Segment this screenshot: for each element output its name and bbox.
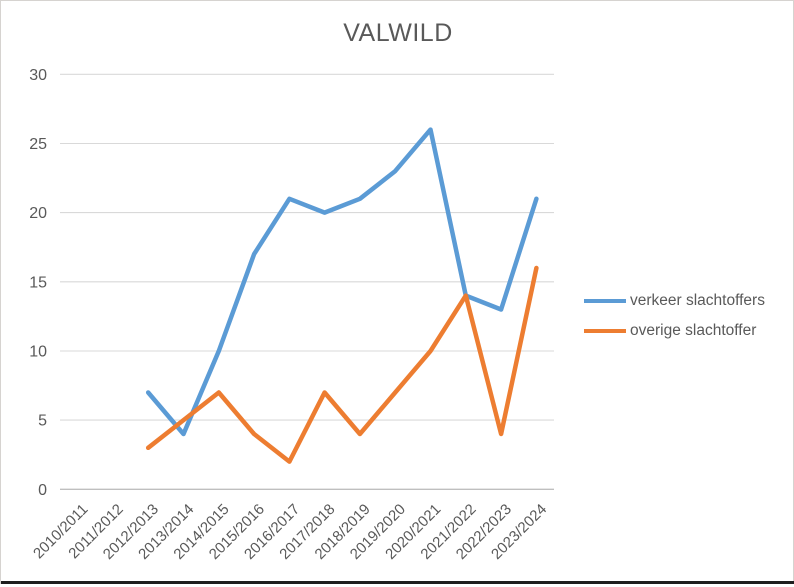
legend-item-overige-slachtoffer: overige slachtoffer bbox=[584, 316, 765, 346]
chart-title: VALWILD bbox=[343, 19, 453, 47]
legend-label-verkeer-slachtoffers: verkeer slachtoffers bbox=[630, 292, 765, 309]
legend-line-swatch-orange bbox=[584, 329, 626, 333]
svg-text:20: 20 bbox=[29, 205, 47, 222]
chart-legend: verkeer slachtoffers overige slachtoffer bbox=[584, 286, 765, 346]
legend-line-swatch-blue bbox=[584, 299, 626, 303]
svg-text:30: 30 bbox=[29, 67, 47, 84]
svg-text:15: 15 bbox=[29, 274, 47, 291]
svg-text:10: 10 bbox=[29, 344, 47, 361]
legend-item-verkeer-slachtoffers: verkeer slachtoffers bbox=[584, 286, 765, 316]
legend-label-overige-slachtoffer: overige slachtoffer bbox=[630, 322, 757, 339]
window-bottom-edge bbox=[1, 581, 794, 584]
svg-text:25: 25 bbox=[29, 136, 47, 153]
svg-text:0: 0 bbox=[38, 482, 47, 499]
svg-text:5: 5 bbox=[38, 413, 47, 430]
